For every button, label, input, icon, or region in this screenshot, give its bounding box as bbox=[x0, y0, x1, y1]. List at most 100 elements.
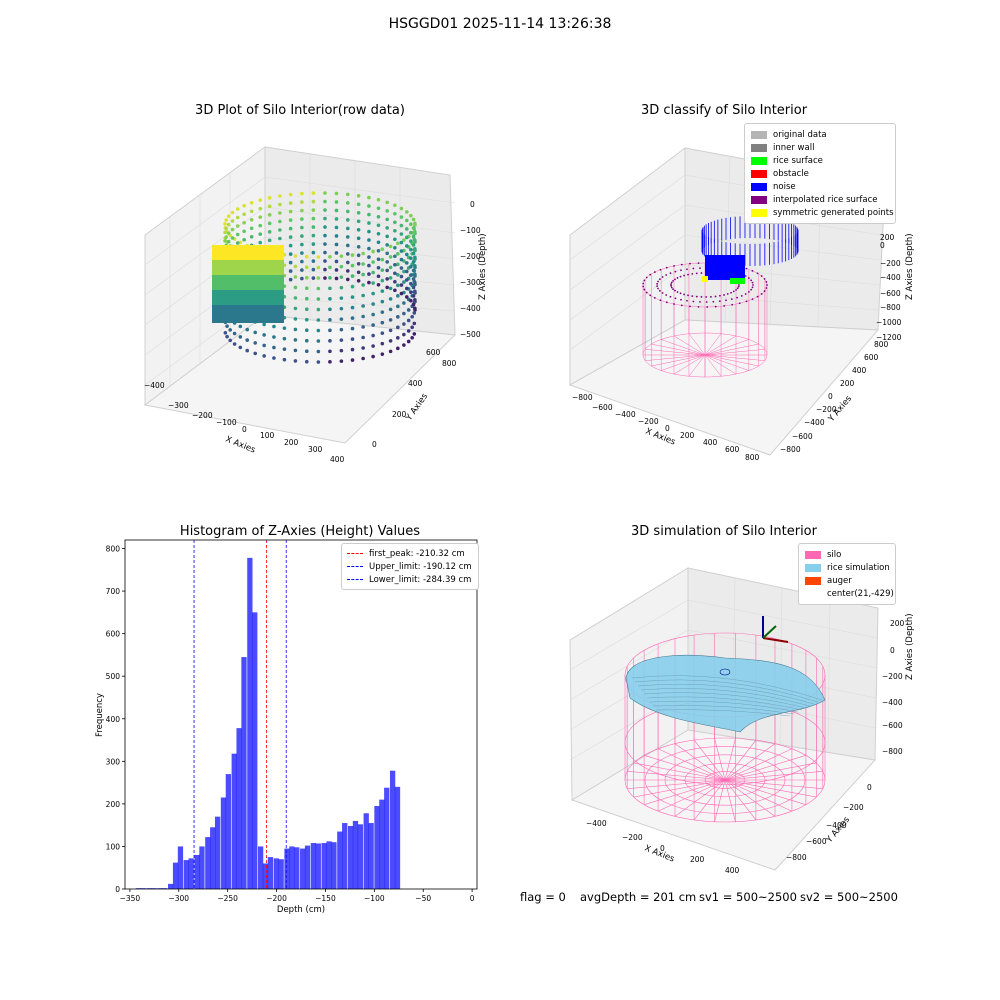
p1-point bbox=[393, 245, 397, 250]
p1-point bbox=[227, 290, 234, 308]
p1-point bbox=[413, 306, 417, 311]
silo-spoke bbox=[693, 779, 726, 821]
p1-point bbox=[278, 219, 282, 224]
p1-point bbox=[311, 191, 316, 195]
p2-point bbox=[670, 284, 672, 287]
histogram-bar bbox=[220, 797, 227, 889]
rice-mesh-line bbox=[640, 688, 811, 707]
silo-spoke bbox=[674, 743, 726, 781]
p1-point bbox=[367, 280, 371, 285]
p1-point bbox=[385, 234, 389, 239]
p2-point bbox=[763, 290, 766, 292]
p1-point bbox=[345, 277, 350, 282]
footer-flag: flag = 0 bbox=[520, 890, 566, 904]
p1-point bbox=[409, 281, 413, 286]
p2-point bbox=[674, 278, 676, 281]
p1-point bbox=[304, 265, 309, 269]
p1-point bbox=[257, 260, 264, 278]
legend-line-upper bbox=[347, 566, 363, 567]
p1-point bbox=[361, 272, 365, 277]
p1-point bbox=[334, 208, 339, 213]
silo-spoke bbox=[704, 343, 759, 356]
p1-point bbox=[345, 218, 350, 222]
p2-point bbox=[687, 294, 689, 297]
p1-point bbox=[235, 215, 240, 220]
p1-point bbox=[404, 218, 409, 223]
p1-zlabel: Z Axies (Depth) bbox=[478, 233, 488, 300]
panel2-points bbox=[642, 216, 799, 308]
histogram-bar bbox=[394, 786, 401, 889]
p2-point bbox=[642, 282, 645, 285]
p1-point bbox=[413, 238, 417, 243]
legend-line-first-peak bbox=[347, 553, 363, 554]
p1-point bbox=[380, 331, 385, 335]
p2-ytick: −400 bbox=[804, 418, 825, 427]
p1-point bbox=[406, 329, 411, 333]
p2-point bbox=[674, 297, 677, 300]
p1-point bbox=[409, 222, 413, 226]
histogram-bar bbox=[310, 843, 317, 889]
p1-point bbox=[311, 233, 316, 238]
p1-point bbox=[304, 286, 309, 290]
p1-point bbox=[411, 302, 416, 307]
p1-point bbox=[339, 264, 344, 269]
p1-point bbox=[393, 203, 397, 208]
p1-point bbox=[404, 295, 409, 299]
p1-point bbox=[404, 227, 409, 231]
p1-point bbox=[249, 200, 254, 205]
silo-spoke bbox=[724, 779, 817, 798]
p1-point bbox=[328, 265, 332, 270]
p2-point bbox=[643, 279, 646, 282]
p1-point bbox=[238, 324, 243, 329]
histogram-y-tick-label: 600 bbox=[106, 630, 121, 639]
rice-mesh-line bbox=[649, 700, 799, 713]
p1-point bbox=[267, 230, 272, 234]
p1-point bbox=[228, 338, 232, 343]
p1-point bbox=[350, 274, 355, 278]
p1-point bbox=[278, 236, 282, 241]
histogram-x-tick-label: −50 bbox=[415, 894, 431, 903]
p1-point bbox=[257, 305, 264, 323]
p1-point bbox=[393, 254, 397, 259]
p1-point bbox=[224, 218, 228, 222]
legend-swatch-noise bbox=[751, 182, 767, 191]
histogram-bar bbox=[177, 846, 184, 889]
p2-point bbox=[766, 284, 768, 286]
p1-point bbox=[380, 310, 385, 314]
p2-ztick: −800 bbox=[880, 303, 901, 312]
histogram-bar bbox=[326, 841, 332, 889]
p2-point bbox=[714, 305, 717, 308]
p2-point bbox=[673, 265, 675, 267]
p1-point bbox=[288, 201, 293, 205]
p2-point bbox=[731, 303, 734, 306]
p1-point bbox=[288, 269, 293, 273]
p1-point bbox=[311, 216, 316, 221]
histogram-bar bbox=[347, 826, 354, 889]
p4-ytick: −800 bbox=[786, 853, 807, 862]
p1-point bbox=[230, 210, 235, 215]
p1-point bbox=[402, 343, 406, 347]
p1-point bbox=[339, 317, 344, 321]
p2-point bbox=[686, 268, 688, 271]
p1-point bbox=[409, 273, 413, 277]
p1-point bbox=[316, 349, 321, 354]
p1-point bbox=[388, 286, 393, 291]
p1-point bbox=[388, 307, 393, 312]
p2-point bbox=[659, 268, 662, 271]
histogram-bar bbox=[278, 859, 284, 889]
p1-point bbox=[226, 231, 231, 235]
p1-point bbox=[411, 234, 416, 239]
p4-ztick: −800 bbox=[882, 747, 903, 756]
p1-point bbox=[345, 269, 350, 273]
p1-point bbox=[339, 254, 344, 258]
histogram-bar bbox=[257, 846, 264, 889]
p1-point bbox=[399, 249, 404, 253]
p2-point bbox=[705, 296, 708, 298]
panel4-legend: silo rice simulation auger center(21,-42… bbox=[798, 543, 896, 605]
silo-spoke bbox=[724, 779, 806, 805]
p2-point bbox=[702, 276, 708, 282]
p1-point bbox=[252, 245, 259, 263]
histogram-bar bbox=[374, 806, 380, 889]
p1-point bbox=[339, 306, 344, 311]
p2-ztick: −600 bbox=[880, 289, 901, 298]
